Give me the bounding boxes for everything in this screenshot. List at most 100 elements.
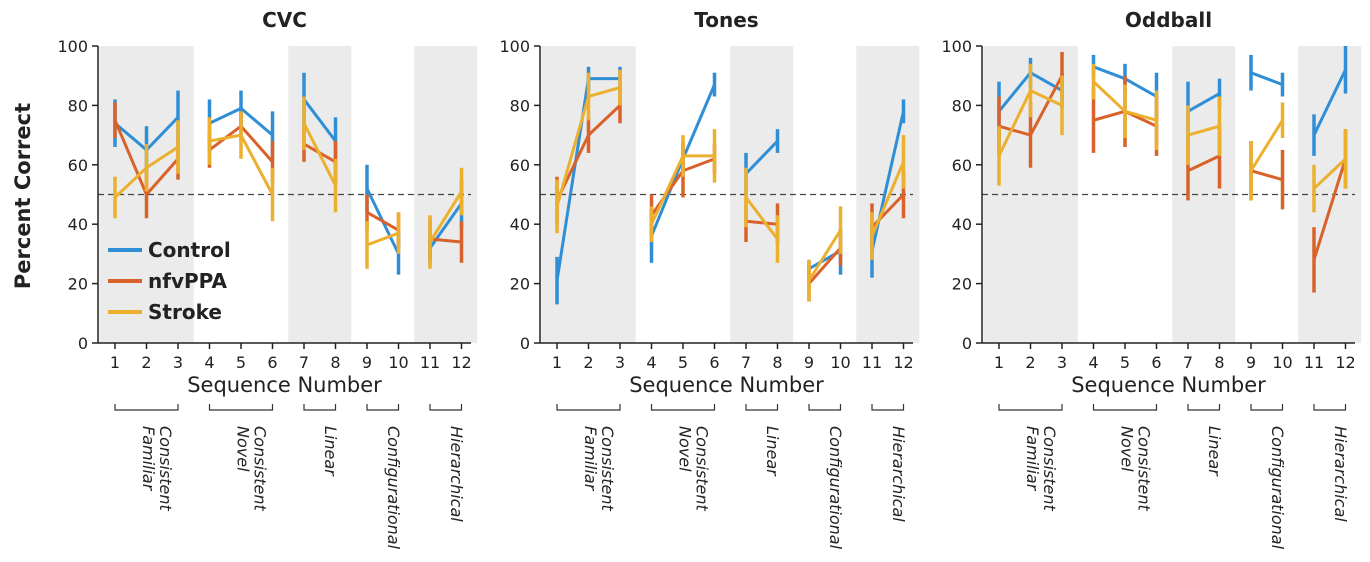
series-line-control [870, 111, 905, 252]
group-label: Linear [763, 426, 782, 477]
x-tick-label: 5 [236, 353, 246, 372]
group-label: Novel [1118, 426, 1137, 472]
group-bracket [871, 404, 905, 411]
group-label: Linear [1205, 426, 1224, 477]
group-label: Novel [234, 426, 253, 472]
series-line-nfvppa [1187, 154, 1221, 173]
legend-label: nfvPPA [148, 269, 227, 293]
x-tick-label: 2 [141, 353, 151, 372]
x-tick-label: 11 [420, 353, 440, 372]
group-shading [856, 46, 920, 343]
group-label: Configurational [826, 426, 845, 550]
group-bracket [1250, 404, 1284, 411]
x-tick-label: 11 [862, 353, 882, 372]
group-bracket [429, 404, 463, 411]
group-bracket [303, 404, 337, 411]
series-line-stroke [366, 231, 400, 247]
x-tick-label: 1 [110, 353, 120, 372]
group-label: Familiar [139, 426, 158, 492]
x-tick-label: 11 [1304, 353, 1324, 372]
series-line-control [208, 106, 274, 137]
x-tick-label: 4 [204, 353, 214, 372]
series-line-nfvppa [1250, 169, 1283, 182]
x-tick-label: 6 [1151, 353, 1161, 372]
x-tick-label: 6 [709, 353, 719, 372]
x-axis-label: Sequence Number [187, 373, 382, 397]
x-tick-label: 9 [1246, 353, 1256, 372]
x-tick-label: 5 [678, 353, 688, 372]
y-tick-label: 80 [952, 96, 972, 115]
x-tick-label: 8 [330, 353, 340, 372]
group-label: Novel [676, 426, 695, 472]
x-tick-label: 12 [1335, 353, 1355, 372]
y-tick-label: 0 [78, 334, 88, 353]
x-tick-label: 10 [1272, 353, 1292, 372]
y-tick-label: 0 [520, 334, 530, 353]
series-line-nfvppa [113, 119, 180, 196]
y-tick-label: 60 [952, 156, 972, 175]
group-bracket [1313, 404, 1347, 411]
x-axis-label: Sequence Number [1071, 373, 1266, 397]
group-label: Configurational [1268, 426, 1287, 550]
x-tick-label: 6 [267, 353, 277, 372]
x-tick-label: 12 [893, 353, 913, 372]
group-bracket [366, 404, 400, 411]
y-tick-label: 100 [499, 37, 530, 56]
series-line-stroke [113, 145, 179, 199]
series-line-nfvppa [429, 237, 462, 244]
group-label: Familiar [581, 426, 600, 492]
y-tick-label: 100 [57, 37, 88, 56]
group-label: Consistent [1040, 426, 1059, 511]
series-line-nfvppa [998, 74, 1064, 137]
panel-title: Tones [694, 8, 758, 32]
x-tick-label: 3 [173, 353, 183, 372]
x-tick-label: 5 [1120, 353, 1130, 372]
series-line-stroke [997, 89, 1063, 157]
group-label: Familiar [1023, 426, 1042, 492]
x-tick-label: 12 [451, 353, 471, 372]
group-bracket [808, 404, 842, 411]
y-tick-label: 0 [962, 334, 972, 353]
panel-title: CVC [262, 8, 307, 32]
series-line-nfvppa [807, 246, 842, 285]
series-line-nfvppa [555, 104, 622, 202]
series-line-stroke [428, 190, 463, 243]
series-line-stroke [744, 196, 779, 240]
group-label: Hierarchical [1331, 426, 1350, 522]
y-tick-label: 40 [952, 215, 972, 234]
series-line-stroke [1187, 124, 1220, 137]
x-tick-label: 3 [1057, 353, 1067, 372]
x-tick-label: 7 [741, 353, 751, 372]
x-tick-label: 8 [772, 353, 782, 372]
legend: Control nfvPPA Stroke [108, 238, 231, 324]
y-tick-label: 100 [941, 37, 972, 56]
y-tick-label: 60 [510, 156, 530, 175]
series-line-stroke [555, 86, 621, 207]
group-label: Configurational [384, 426, 403, 550]
x-tick-label: 10 [388, 353, 408, 372]
series-line-control [744, 139, 779, 175]
group-label: Consistent [251, 426, 270, 511]
series-line-stroke [807, 229, 842, 282]
series-line-stroke [1092, 80, 1157, 122]
y-tick-label: 40 [68, 215, 88, 234]
x-tick-label: 1 [552, 353, 562, 372]
group-label: Consistent [156, 426, 175, 511]
group-shading [414, 46, 478, 343]
panel-title: Oddball [1125, 8, 1212, 32]
group-bracket [1092, 404, 1158, 411]
group-label: Linear [321, 426, 340, 477]
group-label: Hierarchical [447, 426, 466, 522]
x-tick-label: 2 [1025, 353, 1035, 372]
x-tick-label: 4 [1088, 353, 1098, 372]
group-bracket [208, 404, 274, 411]
series-line-control [1312, 69, 1347, 136]
group-label: Consistent [1135, 426, 1154, 511]
x-tick-label: 9 [362, 353, 372, 372]
series-line-stroke [870, 161, 905, 237]
series-line-control [302, 98, 337, 142]
